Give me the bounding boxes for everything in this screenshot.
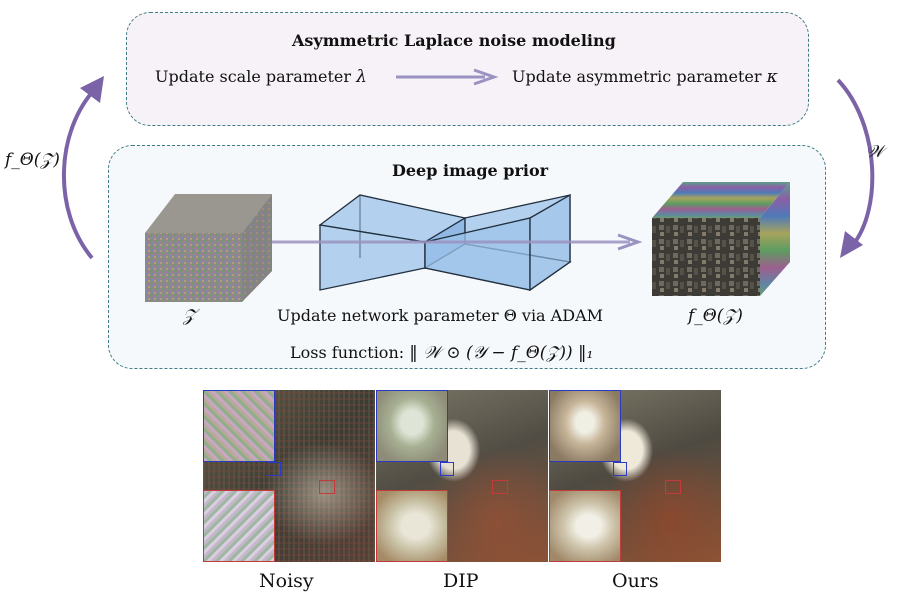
right-arrow-label: 𝒲	[866, 142, 884, 162]
dip-red-marker	[492, 480, 508, 494]
laplace-box-title: Asymmetric Laplace noise modeling	[292, 31, 616, 50]
noisy-red-zoom-inset	[203, 490, 275, 562]
right-weight-arrow	[836, 78, 875, 258]
update-scale-text: Update scale parameter	[155, 67, 352, 86]
caption-ours: Ours	[612, 570, 659, 592]
lambda-symbol: λ	[356, 67, 367, 87]
noisy-blue-marker	[267, 462, 281, 476]
loss-formula: ‖ 𝒲 ⊙ (𝒴 − f_Θ(𝒵)) ‖₁	[409, 343, 594, 363]
dip-result-image	[376, 390, 548, 562]
lambda-to-kappa-arrow	[396, 68, 499, 86]
output-cube	[652, 182, 790, 296]
kappa-symbol: κ	[766, 67, 778, 87]
noisy-red-marker	[319, 480, 335, 494]
dip-red-zoom-inset	[376, 490, 448, 562]
caption-noisy: Noisy	[259, 570, 314, 592]
noisy-result-image	[203, 390, 375, 562]
ours-blue-zoom-inset	[549, 390, 621, 462]
update-scale-label: Update scale parameter λ	[155, 67, 367, 87]
dip-blue-zoom-inset	[376, 390, 448, 462]
loss-prefix: Loss function:	[290, 343, 405, 362]
noise-input-cube	[145, 194, 272, 302]
loss-function-line: Loss function: ‖ 𝒲 ⊙ (𝒴 − f_Θ(𝒵)) ‖₁	[290, 343, 593, 363]
noisy-blue-zoom-inset	[203, 390, 275, 462]
ours-red-zoom-inset	[549, 490, 621, 562]
network-flow-arrow	[272, 233, 643, 251]
dip-blue-marker	[440, 462, 454, 476]
left-feedback-arrow	[61, 76, 104, 260]
ours-blue-marker	[613, 462, 627, 476]
caption-dip: DIP	[443, 570, 479, 592]
dip-box-title: Deep image prior	[392, 161, 549, 180]
update-asymmetric-label: Update asymmetric parameter κ	[512, 67, 778, 87]
update-network-text: Update network parameter Θ via ADAM	[277, 306, 603, 325]
laplace-noise-modeling-box	[126, 12, 809, 126]
update-asymmetric-text: Update asymmetric parameter	[512, 67, 762, 86]
input-z-label: 𝒵	[183, 306, 196, 326]
ours-result-image	[549, 390, 721, 562]
output-f-label: f_Θ(𝒵)	[688, 306, 743, 326]
ours-red-marker	[665, 480, 681, 494]
left-arrow-label: f_Θ(𝒵)	[5, 150, 60, 170]
